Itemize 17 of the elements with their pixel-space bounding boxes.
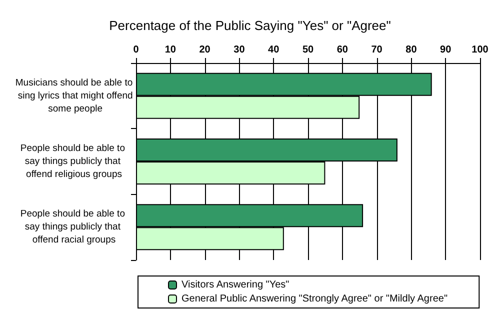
x-tick-label: 20 — [199, 44, 211, 56]
y-tick-label: People should be able to say things publicly that offend racial groups — [20, 208, 128, 246]
x-tick-label: 70 — [371, 44, 383, 56]
y-tick-label: People should be able to say things publicly that offend religious groups — [20, 143, 128, 180]
x-tick-label: 100 — [472, 44, 489, 56]
x-tick-label: 50 — [302, 44, 314, 56]
x-tick-label: 40 — [268, 44, 280, 56]
legend-label: General Public Answering "Strongly Agree" or "Mildly Agree" — [182, 294, 448, 304]
x-tick-label: 80 — [406, 44, 418, 56]
x-tick-label: 10 — [164, 44, 176, 56]
chart-title: Percentage of the Public Saying "Yes" or "Agree" — [109, 18, 392, 33]
x-tick-label: 60 — [336, 44, 348, 56]
legend-label: Visitors Answering "Yes" — [182, 280, 290, 290]
x-tick-label: 90 — [440, 44, 452, 56]
x-tick-label: 30 — [234, 44, 246, 56]
x-tick-label: 0 — [133, 44, 140, 56]
y-tick-label: Musicians should be able to sing lyrics that might offend some people — [15, 77, 133, 114]
